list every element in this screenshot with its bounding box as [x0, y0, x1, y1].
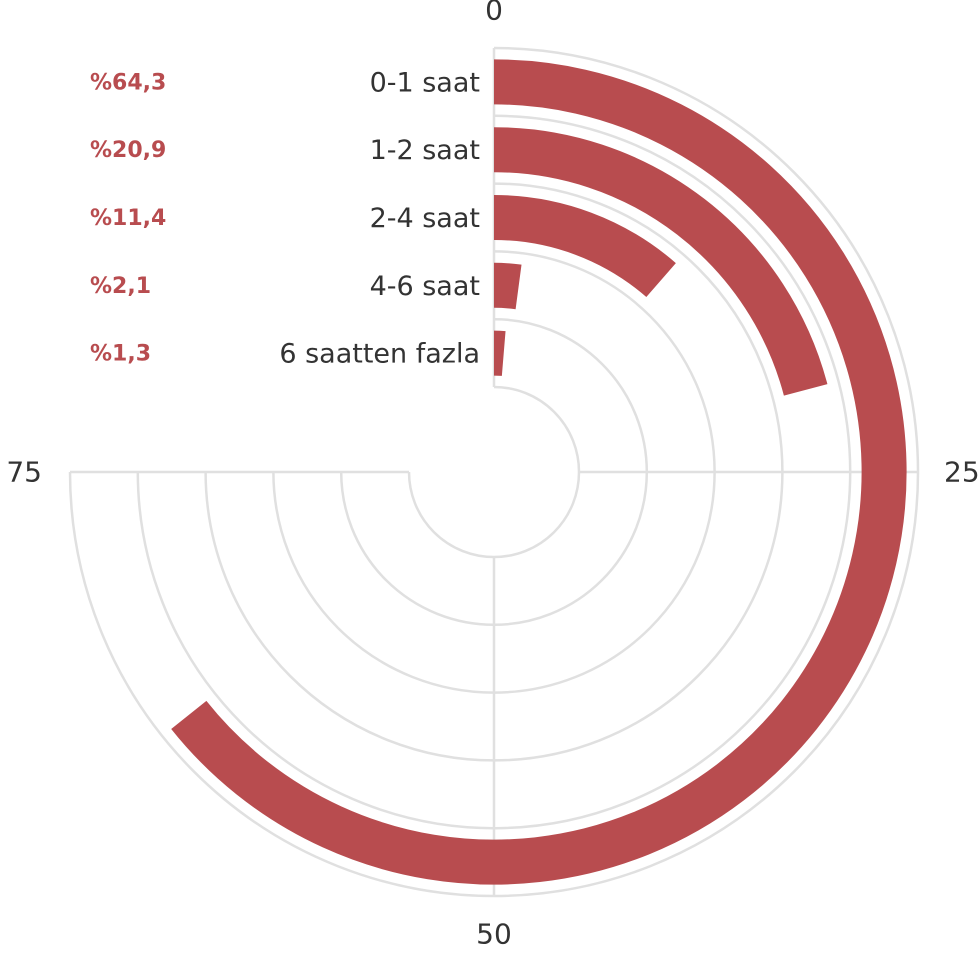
category-label: 0-1 saat — [370, 67, 480, 98]
data-label: %2,1 — [90, 274, 151, 299]
category-label: 6 saatten fazla — [279, 339, 480, 370]
data-label: %64,3 — [90, 70, 166, 95]
grid-layer — [70, 48, 918, 896]
angular-tick-label: 50 — [476, 918, 512, 951]
category-label: 4-6 saat — [370, 271, 480, 302]
data-label: %11,4 — [90, 206, 166, 231]
bar-4 — [494, 285, 519, 287]
grid-circle — [409, 387, 579, 557]
angular-tick-label: 0 — [485, 0, 503, 27]
category-label: 1-2 saat — [370, 135, 480, 166]
angular-tick-label: 75 — [6, 456, 42, 489]
category-label: 2-4 saat — [370, 203, 480, 234]
data-label: %20,9 — [90, 138, 166, 163]
data-label: %1,3 — [90, 342, 151, 367]
angular-tick-label: 25 — [944, 456, 979, 489]
label-layer: 0-1 saat %64,3 1-2 saat %20,9 2-4 saat %11,4 4… — [6, 0, 979, 951]
